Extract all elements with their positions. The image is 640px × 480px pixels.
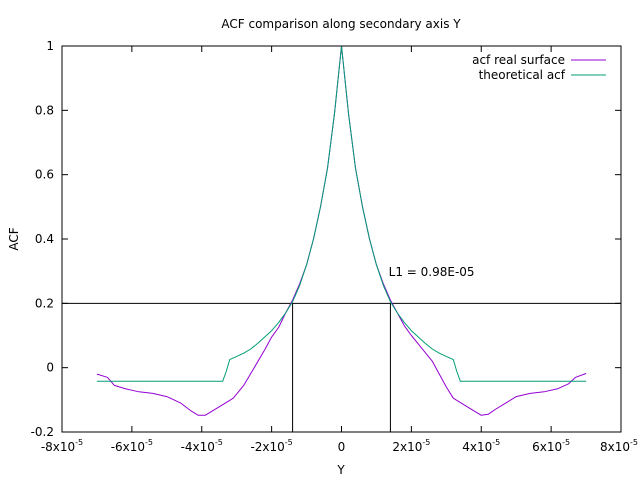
x-tick-exponent: -5 [75,438,83,447]
x-axis-label: Y [336,463,345,477]
y-tick-label: 0.8 [35,103,54,117]
y-tick-label: 0.2 [35,296,54,310]
y-tick-label: 0 [46,361,54,375]
legend: acf real surface theoretical acf [472,53,606,82]
l1-annotation: L1 = 0.98E-05 [389,265,475,279]
x-tick-mantissa: -2x10 [250,440,284,454]
series-lines [96,45,587,416]
x-tick-mantissa: 8x10 [600,440,630,454]
axis-ticks: -0.200.20.40.60.81-8x10 -5 -6x10 -5 -4x10 -5-… [31,39,638,454]
reference-lines [62,302,621,432]
x-tick-mantissa: -8x10 [41,440,75,454]
x-tick-mantissa: 2x10 [392,440,422,454]
y-tick-label: 0.6 [35,168,54,182]
x-tick-exponent: -5 [285,438,293,447]
x-tick-mantissa: 0 [338,440,346,454]
x-tick-mantissa: -4x10 [181,440,215,454]
series-line-1 [96,45,587,382]
x-tick-label: 6x10 -5 [532,438,570,454]
y-axis-label: ACF [7,227,21,250]
series-line-0 [96,45,587,416]
x-tick-mantissa: -6x10 [111,440,145,454]
y-tick-label: 0.4 [35,232,54,246]
x-tick-exponent: -5 [492,438,500,447]
x-tick-label: -2x10 -5 [250,438,292,454]
y-tick-label: -0.2 [31,425,54,439]
x-tick-exponent: -5 [422,438,430,447]
x-tick-label: 0 [338,440,346,454]
plot-frame [61,45,622,433]
x-tick-exponent: -5 [562,438,570,447]
x-tick-mantissa: 6x10 [532,440,562,454]
legend-label-theoretical-acf: theoretical acf [479,68,566,82]
x-tick-mantissa: 4x10 [462,440,492,454]
x-tick-label: -4x10 -5 [181,438,223,454]
x-tick-exponent: -5 [215,438,223,447]
x-tick-exponent: -5 [630,438,638,447]
x-tick-exponent: -5 [145,438,153,447]
x-tick-label: 4x10 -5 [462,438,500,454]
chart-title: ACF comparison along secondary axis Y [221,17,461,31]
x-tick-label: -6x10 -5 [111,438,153,454]
x-tick-label: 2x10 -5 [392,438,430,454]
legend-label-acf-real-surface: acf real surface [472,53,565,67]
x-tick-label: 8x10 -5 [600,438,638,454]
x-tick-label: -8x10 -5 [41,438,83,454]
y-tick-label: 1 [46,39,54,53]
